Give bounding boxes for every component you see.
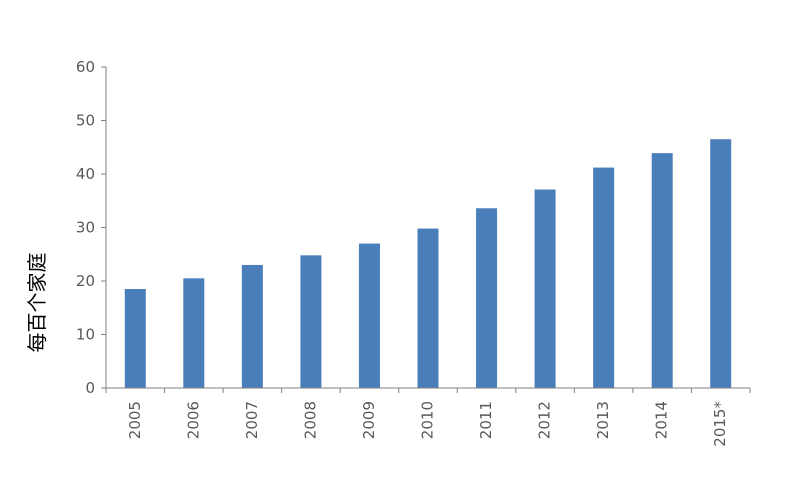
x-tick-label: 2013 bbox=[594, 401, 612, 439]
bars-group bbox=[124, 139, 732, 388]
bar-2006 bbox=[183, 278, 205, 388]
x-tick-label: 2009 bbox=[360, 401, 378, 439]
y-tick-label: 60 bbox=[76, 58, 95, 76]
bar-2015 bbox=[710, 139, 732, 388]
y-tick-label: 20 bbox=[76, 272, 95, 290]
bar-2012 bbox=[534, 189, 556, 388]
y-tick-label: 40 bbox=[76, 165, 95, 183]
bar-2007 bbox=[241, 264, 263, 388]
x-axis-ticks: 2005 2006 2007 2008 2009 2010 2011 2012 2013 2014… bbox=[105, 388, 751, 447]
x-tick-label: 2014 bbox=[653, 401, 671, 439]
y-tick-label: 30 bbox=[76, 219, 95, 237]
x-tick-label: 2007 bbox=[243, 401, 261, 439]
bar-2010 bbox=[417, 228, 439, 388]
x-tick-label: 2008 bbox=[301, 401, 319, 439]
y-tick-label: 50 bbox=[76, 112, 95, 130]
bar-2005 bbox=[124, 289, 146, 388]
x-tick-label: 2010 bbox=[419, 401, 437, 439]
bar-2009 bbox=[358, 243, 380, 388]
x-tick-label: 2006 bbox=[184, 401, 202, 439]
y-axis-ticks: 0 10 20 30 40 50 60 bbox=[76, 58, 106, 397]
x-tick-label: 2011 bbox=[477, 401, 495, 439]
bar-2011 bbox=[476, 208, 498, 388]
y-tick-label: 10 bbox=[76, 326, 95, 344]
x-tick-label: 2005 bbox=[126, 401, 144, 439]
bar-2008 bbox=[300, 255, 322, 388]
x-tick-label: 2012 bbox=[536, 401, 554, 439]
x-tick-label: 2015* bbox=[711, 401, 729, 447]
bar-2013 bbox=[593, 167, 615, 388]
y-tick-label: 0 bbox=[85, 379, 95, 397]
bar-2014 bbox=[651, 153, 673, 388]
y-axis-label: 每百个家庭 bbox=[25, 253, 49, 353]
